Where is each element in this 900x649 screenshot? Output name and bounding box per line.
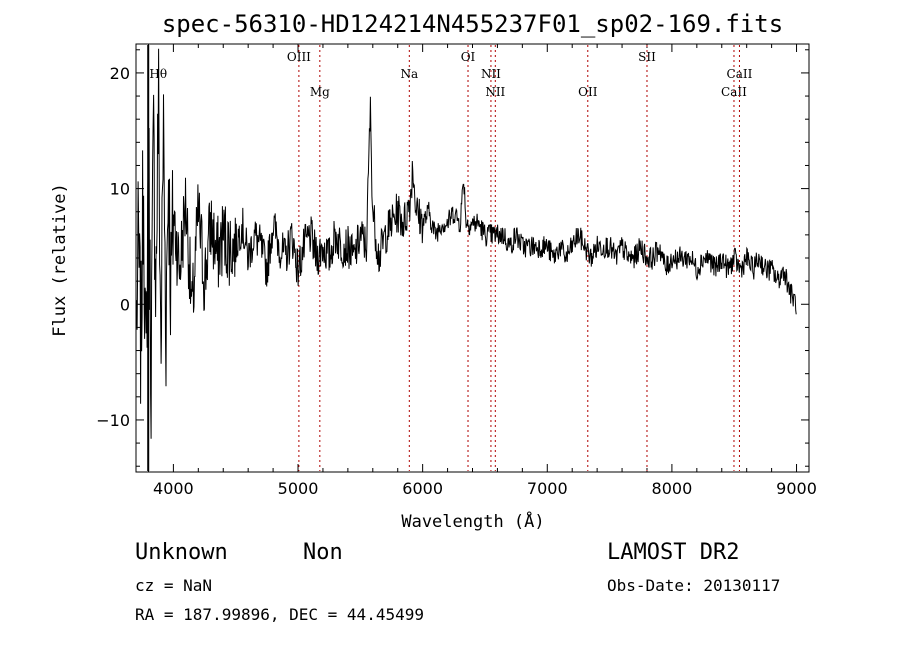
x-tick-label: 6000: [402, 479, 443, 498]
x-tick-label: 4000: [153, 479, 194, 498]
spectral-line-label: CaII: [727, 67, 753, 81]
y-tick-label: 10: [110, 180, 130, 199]
spectrum-line: [136, 48, 797, 439]
spectral-line-label: Na: [400, 67, 418, 81]
spectral-line-label: OII: [578, 85, 598, 99]
spectral-line-label: Mg: [310, 85, 330, 99]
x-tick-label: 7000: [527, 479, 568, 498]
x-tick-label: 9000: [776, 479, 817, 498]
x-tick-label: 8000: [652, 479, 693, 498]
survey-name: LAMOST DR2: [607, 540, 740, 565]
object-class: Unknown: [135, 540, 228, 565]
spectral-line-label: SII: [638, 50, 656, 64]
spectral-line-label: OIII: [287, 50, 311, 64]
x-tick-label: 5000: [278, 479, 319, 498]
spectral-line-label: CaII: [721, 85, 747, 99]
y-tick-label: 0: [120, 295, 130, 314]
spectral-line-label: OI: [461, 50, 476, 64]
y-tick-label: 20: [110, 64, 130, 83]
y-tick-label: −10: [96, 411, 130, 430]
x-axis-label: Wavelength (Å): [401, 512, 545, 532]
chart-title: spec-56310-HD124214N455237F01_sp02-169.f…: [161, 10, 784, 38]
spectral-line-label: NII: [481, 67, 501, 81]
redshift-cz: cz = NaN: [135, 576, 213, 595]
y-axis-label: Flux (relative): [50, 183, 70, 337]
object-subclass: Non: [303, 540, 343, 565]
spectral-line-label: NII: [485, 85, 505, 99]
obs-date: Obs-Date: 20130117: [607, 576, 781, 595]
coordinates: RA = 187.99896, DEC = 44.45499: [135, 605, 424, 624]
